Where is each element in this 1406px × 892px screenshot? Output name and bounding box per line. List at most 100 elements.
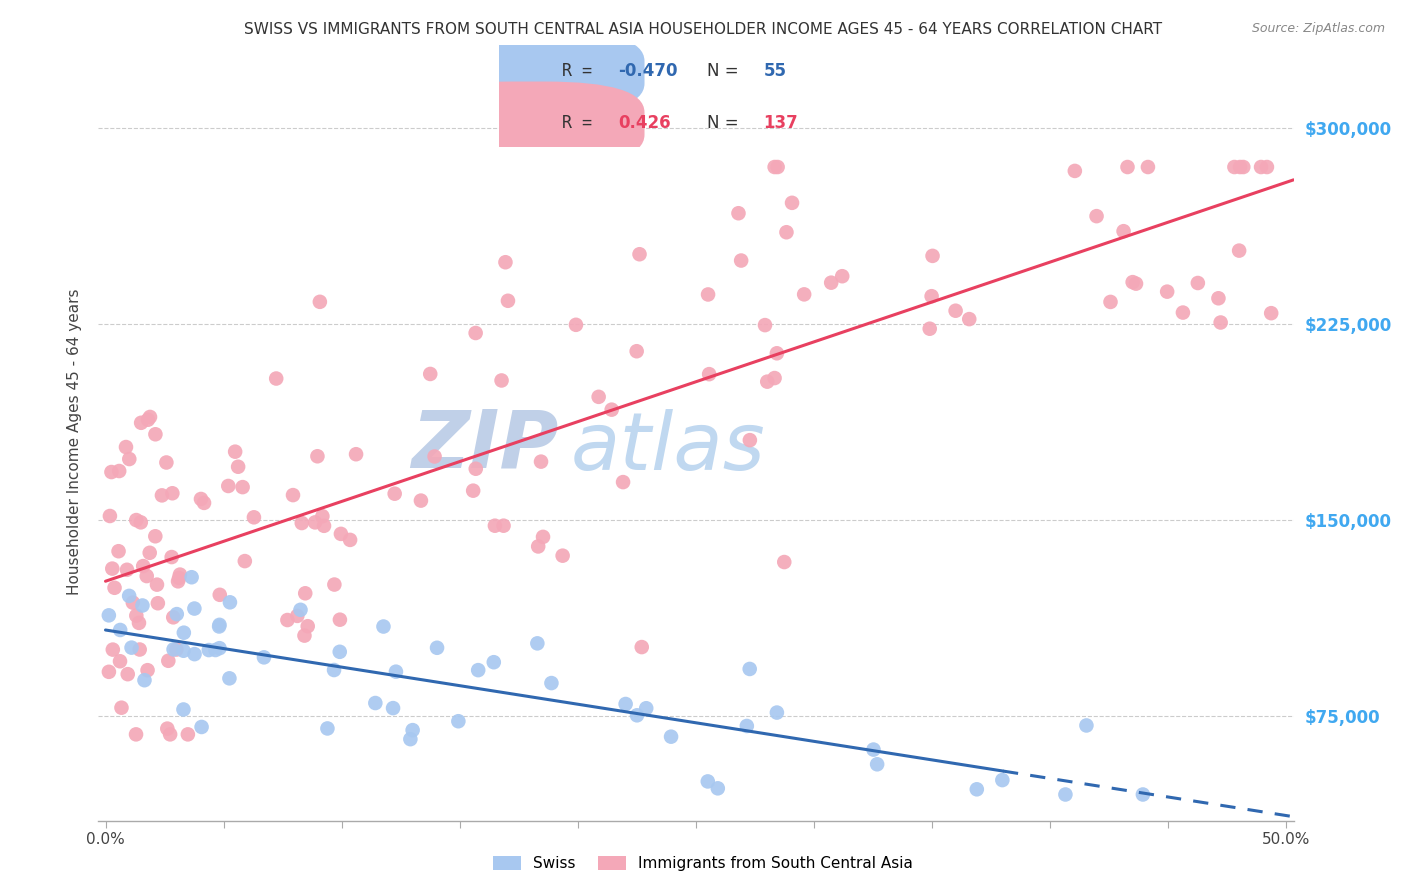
Point <box>991 773 1014 788</box>
Point <box>1112 224 1135 238</box>
Point <box>1260 306 1282 320</box>
Point <box>232 480 254 494</box>
Point <box>565 318 588 332</box>
Point <box>233 554 256 568</box>
Point <box>447 714 470 729</box>
Point <box>1229 160 1251 174</box>
Point <box>1250 160 1272 174</box>
Point <box>169 567 191 582</box>
Point <box>484 518 506 533</box>
Point <box>297 619 319 633</box>
Point <box>136 663 159 677</box>
Point <box>146 577 169 591</box>
Point <box>172 702 194 716</box>
Point <box>766 346 789 360</box>
Point <box>409 493 432 508</box>
Point <box>329 645 352 659</box>
Point <box>1227 244 1250 258</box>
Point <box>1132 788 1154 802</box>
Point <box>136 413 159 427</box>
Point <box>323 663 346 677</box>
Point <box>208 588 231 602</box>
Point <box>384 486 406 500</box>
Point <box>121 640 143 655</box>
Point <box>496 293 519 308</box>
Point <box>401 723 423 738</box>
Point <box>224 444 246 458</box>
Point <box>464 461 486 475</box>
Point <box>204 643 226 657</box>
Point <box>763 371 786 385</box>
Point <box>1076 718 1098 732</box>
Point <box>696 774 718 789</box>
Point <box>527 540 550 554</box>
Point <box>316 722 339 736</box>
Point <box>134 673 156 688</box>
Point <box>464 326 486 340</box>
Point <box>307 450 329 464</box>
Point <box>329 527 352 541</box>
Point <box>129 516 152 530</box>
Point <box>276 613 298 627</box>
Point <box>344 447 367 461</box>
Point <box>339 533 361 547</box>
Point <box>131 599 153 613</box>
Point <box>1122 275 1144 289</box>
Point <box>165 642 187 657</box>
Point <box>419 367 441 381</box>
Point <box>738 662 761 676</box>
Point <box>155 455 177 469</box>
Point <box>626 344 648 359</box>
Point <box>173 644 195 658</box>
Point <box>1232 160 1254 174</box>
Point <box>373 619 395 633</box>
Point <box>243 510 266 524</box>
Point <box>1099 294 1122 309</box>
Point <box>100 465 122 479</box>
Point <box>423 450 446 464</box>
Point <box>156 722 179 736</box>
Point <box>329 613 352 627</box>
Point <box>945 303 967 318</box>
Point <box>115 440 138 454</box>
Point <box>467 663 489 677</box>
Point <box>399 732 422 747</box>
Point <box>115 563 138 577</box>
Point <box>208 641 231 656</box>
Point <box>308 294 330 309</box>
Point <box>180 570 202 584</box>
Point <box>763 160 786 174</box>
Point <box>730 253 752 268</box>
Point <box>588 390 610 404</box>
Point <box>775 225 797 239</box>
Point <box>766 160 789 174</box>
Point <box>1209 316 1232 330</box>
Point <box>177 727 200 741</box>
Point <box>738 433 761 447</box>
Point <box>918 322 941 336</box>
Point <box>626 708 648 723</box>
Text: Source: ZipAtlas.com: Source: ZipAtlas.com <box>1251 22 1385 36</box>
Point <box>183 601 205 615</box>
Point <box>312 518 335 533</box>
Point <box>600 402 623 417</box>
Point <box>780 195 803 210</box>
Point <box>1116 160 1139 174</box>
Text: 0.426: 0.426 <box>619 113 671 131</box>
Point <box>101 642 124 657</box>
Point <box>291 516 314 530</box>
Point <box>323 577 346 591</box>
Point <box>264 371 287 385</box>
Point <box>492 518 515 533</box>
Point <box>132 559 155 574</box>
Point <box>208 617 231 632</box>
Point <box>1085 209 1108 223</box>
Point <box>173 625 195 640</box>
Point <box>139 409 162 424</box>
Point <box>1054 788 1077 802</box>
Point <box>217 479 239 493</box>
Point <box>862 742 884 756</box>
Point <box>143 529 166 543</box>
Point <box>727 206 749 220</box>
Point <box>364 696 387 710</box>
